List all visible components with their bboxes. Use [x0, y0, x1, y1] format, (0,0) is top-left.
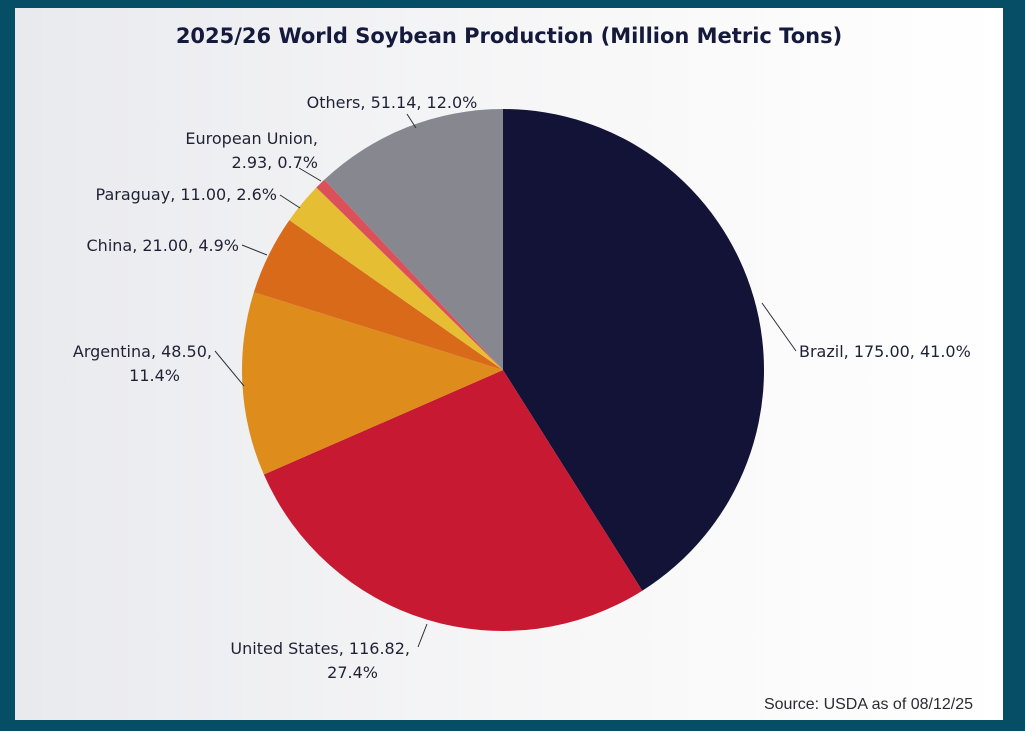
pie-slice-others: [324, 109, 503, 370]
source-note: Source: USDA as of 08/12/25: [763, 696, 973, 713]
slice-label-line: Argentina, 48.50,: [73, 342, 212, 361]
slice-label-argentina: Argentina, 48.50, 11.4%: [73, 342, 212, 385]
slice-label-line: 27.4%: [327, 663, 378, 682]
slice-label-united-states: United States, 116.82, 27.4%: [230, 639, 410, 682]
pie-slices: [242, 109, 765, 632]
leader-line-china: [241, 244, 268, 256]
pie-slice-brazil: [503, 109, 765, 591]
leader-lines: [214, 113, 797, 648]
leader-line-european-union: [298, 167, 322, 182]
leader-line-brazil: [761, 302, 797, 352]
slice-label-china: China, 21.00, 4.9%: [87, 236, 240, 255]
pie-slice-paraguay: [289, 187, 503, 370]
slice-label-line: 2.93, 0.7%: [232, 153, 318, 172]
slice-label-line: Paraguay, 11.00, 2.6%: [96, 185, 277, 204]
slice-label-others: Others, 51.14, 12.0%: [307, 93, 478, 112]
slice-label-line: United States, 116.82,: [230, 639, 410, 658]
slice-label-line: Brazil, 175.00, 41.0%: [799, 342, 971, 361]
pie-slice-argentina: [242, 292, 503, 475]
slice-label-line: European Union,: [185, 129, 318, 148]
slice-label-line: 11.4%: [129, 366, 180, 385]
leader-line-argentina: [214, 350, 245, 387]
slice-label-line: Others, 51.14, 12.0%: [307, 93, 478, 112]
leader-line-paraguay: [279, 194, 301, 209]
slice-label-paraguay: Paraguay, 11.00, 2.6%: [96, 185, 277, 204]
pie-slice-united-states: [263, 370, 643, 632]
pie-slice-european-union: [316, 179, 503, 370]
leader-line-others: [406, 113, 417, 129]
pie-chart: Brazil, 175.00, 41.0% United States, 116.…: [73, 93, 971, 682]
slice-label-line: China, 21.00, 4.9%: [87, 236, 240, 255]
pie-slice-china: [253, 220, 503, 370]
slice-label-brazil: Brazil, 175.00, 41.0%: [799, 342, 971, 361]
leader-line-united-states: [417, 623, 428, 648]
chart-title: 2025/26 World Soybean Production (Millio…: [175, 24, 843, 48]
chart-frame: 2025/26 World Soybean Production (Millio…: [15, 8, 1003, 720]
slice-labels: Brazil, 175.00, 41.0% United States, 116.…: [73, 93, 971, 682]
slice-label-european-union: European Union, 2.93, 0.7%: [185, 129, 318, 172]
